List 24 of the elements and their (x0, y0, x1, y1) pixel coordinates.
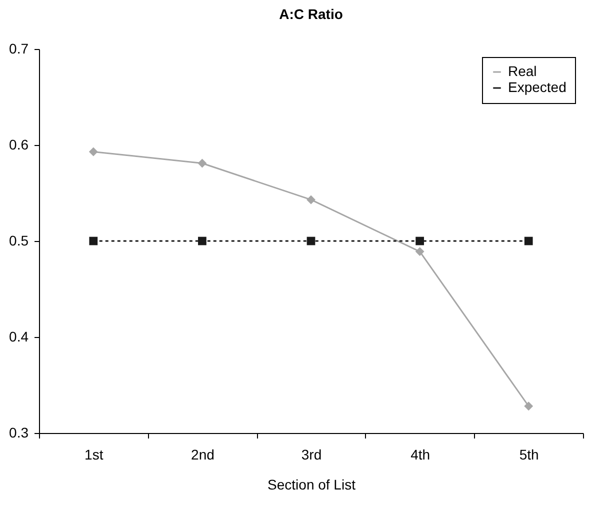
y-tick-label: 0.3 (9, 424, 29, 440)
point (306, 236, 316, 246)
point (88, 147, 98, 156)
point (306, 195, 316, 204)
y-tick-label: 0.6 (9, 136, 29, 152)
legend-label: Expected (508, 79, 566, 95)
y-tick-label: 0.5 (9, 232, 29, 248)
x-tick-label: 2nd (191, 446, 214, 462)
point (89, 236, 98, 246)
x-tick-label: 1st (84, 446, 104, 462)
chart-title: A:C Ratio (279, 6, 343, 22)
point (524, 236, 533, 246)
y-tick-label: 0.7 (9, 40, 29, 56)
y-tick-label: 0.4 (9, 328, 29, 344)
point (416, 236, 424, 246)
x-tick-label: 5th (519, 446, 539, 462)
legend-label: Real (508, 63, 537, 79)
point (524, 402, 534, 411)
point (198, 236, 206, 246)
x-axis-title: Section of List (268, 476, 356, 492)
x-tick-label: 4th (410, 446, 430, 462)
x-tick-label: 3rd (301, 446, 322, 462)
point (415, 247, 424, 256)
point (198, 158, 207, 168)
